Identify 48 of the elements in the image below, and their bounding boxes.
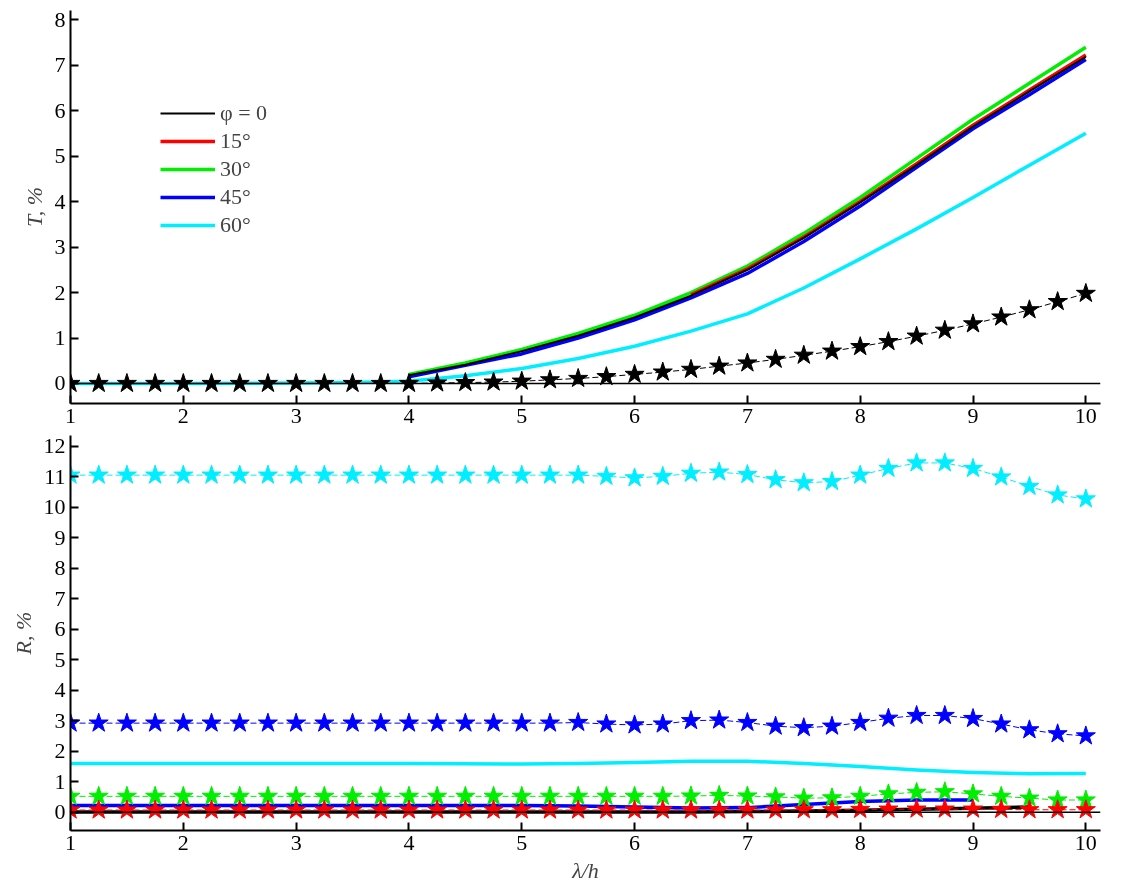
y-tick-label: 9 [54, 524, 66, 550]
x-tick-label: 10 [1074, 402, 1097, 428]
x-tick-label: 9 [967, 829, 979, 855]
y-tick-label: 8 [54, 555, 66, 581]
y-tick-label: 11 [44, 463, 66, 489]
legend-label: 45° [220, 184, 251, 210]
y-tick-label: 5 [54, 143, 66, 169]
y-tick-label: 0 [54, 799, 66, 825]
y-axis-title: R, % [10, 611, 36, 656]
y-tick-label: 6 [54, 616, 66, 642]
y-tick-label: 3 [54, 707, 66, 733]
x-axis-title: λ/h [571, 857, 599, 883]
legend-label: 15° [220, 128, 251, 154]
y-tick-label: 2 [54, 279, 66, 305]
y-tick-label: 1 [54, 325, 66, 350]
y-tick-label: 4 [54, 677, 66, 703]
x-tick-label: 3 [290, 829, 302, 855]
x-tick-label: 2 [177, 829, 189, 855]
x-tick-label: 6 [629, 829, 641, 855]
y-tick-label: 8 [54, 6, 66, 32]
x-tick-label: 5 [516, 829, 528, 855]
y-tick-label: 4 [54, 188, 66, 214]
x-tick-label: 2 [177, 402, 189, 428]
legend-label: 30° [220, 156, 251, 182]
x-tick-label: 6 [629, 402, 641, 428]
x-tick-label: 4 [403, 402, 415, 428]
y-axis-title: T, % [21, 187, 47, 227]
y-tick-label: 2 [54, 738, 66, 764]
y-tick-label: 3 [54, 234, 66, 260]
y-tick-label: 1 [54, 768, 66, 794]
x-tick-label: 5 [516, 402, 528, 428]
y-tick-label: 6 [54, 97, 66, 123]
x-tick-label: 9 [967, 402, 979, 428]
x-tick-label: 7 [741, 829, 753, 855]
legend-label: φ = 0 [220, 100, 268, 126]
x-tick-label: 8 [854, 829, 866, 855]
y-tick-label: 5 [54, 646, 66, 672]
y-tick-label: 10 [43, 494, 66, 520]
x-tick-label: 10 [1074, 829, 1097, 855]
y-tick-label: 0 [54, 370, 66, 396]
legend-label: 60° [220, 212, 251, 238]
x-tick-label: 7 [741, 402, 753, 428]
y-tick-label: 12 [43, 433, 66, 459]
y-tick-label: 7 [54, 585, 66, 611]
x-tick-label: 3 [290, 402, 302, 428]
x-tick-label: 4 [403, 829, 415, 855]
y-tick-label: 7 [54, 52, 66, 78]
x-tick-label: 8 [854, 402, 866, 428]
